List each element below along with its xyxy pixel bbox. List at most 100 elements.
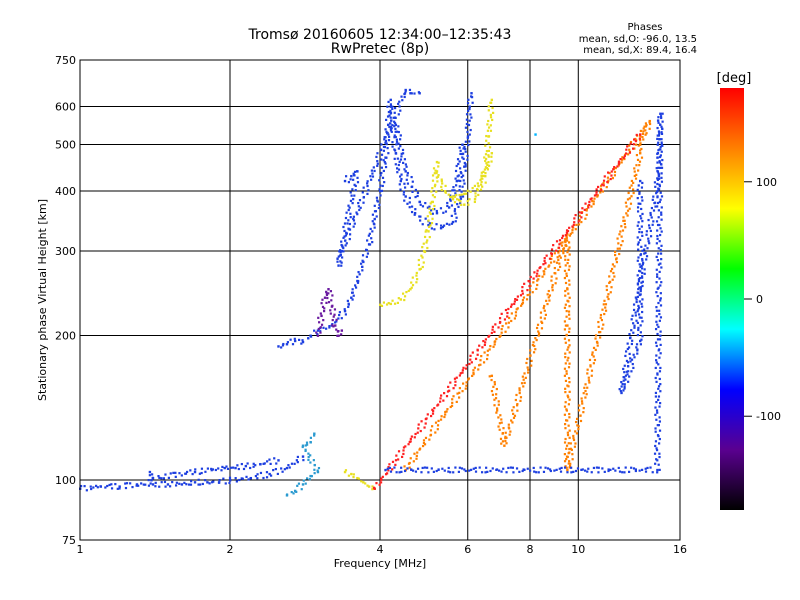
data-point xyxy=(473,200,476,204)
y-tick-label: 300 xyxy=(55,245,76,258)
data-point xyxy=(623,155,626,158)
data-point xyxy=(369,175,372,178)
data-point xyxy=(641,280,644,283)
data-point xyxy=(451,398,454,401)
data-point xyxy=(304,449,307,453)
data-point xyxy=(225,465,228,468)
data-point xyxy=(640,225,643,228)
data-point xyxy=(654,391,658,395)
data-point xyxy=(596,194,599,197)
data-point xyxy=(125,482,129,485)
data-point xyxy=(436,424,440,427)
data-point xyxy=(431,425,434,428)
data-point xyxy=(458,374,461,377)
data-point xyxy=(658,338,662,341)
data-point xyxy=(605,285,608,288)
data-point xyxy=(640,186,644,189)
data-point xyxy=(413,92,416,95)
data-point xyxy=(639,179,642,183)
data-point xyxy=(641,220,644,223)
data-point xyxy=(656,459,659,462)
data-point xyxy=(548,468,552,471)
data-point xyxy=(620,235,623,238)
data-point xyxy=(590,471,593,474)
data-point xyxy=(244,464,248,468)
data-point xyxy=(568,416,571,419)
data-point xyxy=(564,238,567,241)
data-point xyxy=(282,342,285,346)
data-point xyxy=(304,482,307,485)
data-point xyxy=(615,261,619,264)
data-point xyxy=(555,277,558,280)
data-point xyxy=(574,430,577,433)
data-point xyxy=(456,158,460,161)
data-point xyxy=(649,211,652,215)
data-point xyxy=(461,152,464,156)
data-point xyxy=(459,152,462,156)
data-point xyxy=(580,211,583,215)
data-point xyxy=(472,467,475,470)
data-point xyxy=(635,300,638,304)
data-point xyxy=(489,101,492,104)
data-point xyxy=(493,330,496,333)
data-point xyxy=(658,437,661,441)
data-point xyxy=(633,147,636,150)
data-point xyxy=(349,199,353,202)
data-point xyxy=(625,148,628,151)
data-point xyxy=(269,474,273,477)
data-point xyxy=(622,389,625,392)
data-point xyxy=(659,343,662,346)
data-point xyxy=(407,443,410,446)
data-point xyxy=(510,303,513,306)
data-point xyxy=(526,371,530,374)
data-point xyxy=(533,344,536,348)
data-point xyxy=(256,477,259,480)
data-point xyxy=(319,331,322,334)
data-point xyxy=(411,190,414,193)
data-point xyxy=(546,467,550,470)
data-point xyxy=(329,290,333,293)
data-point xyxy=(386,123,390,127)
data-point xyxy=(643,268,646,271)
data-point xyxy=(468,140,471,143)
data-point xyxy=(557,268,560,272)
data-point xyxy=(413,452,416,455)
data-point xyxy=(658,309,661,312)
data-point xyxy=(315,331,318,334)
data-point xyxy=(354,286,358,289)
data-point xyxy=(453,377,457,380)
data-point xyxy=(210,469,213,472)
data-point xyxy=(639,135,642,138)
data-point xyxy=(566,431,569,434)
data-point xyxy=(624,201,628,204)
data-point xyxy=(618,388,621,391)
data-point xyxy=(361,254,365,257)
data-point xyxy=(393,111,396,114)
data-point xyxy=(381,176,385,179)
data-point xyxy=(521,292,524,295)
data-point xyxy=(632,191,635,195)
data-point xyxy=(421,466,424,470)
data-point xyxy=(567,366,571,369)
data-point xyxy=(620,385,623,388)
data-point xyxy=(630,195,633,198)
data-point xyxy=(393,125,396,128)
data-point xyxy=(380,478,383,481)
data-point xyxy=(321,298,324,301)
data-point xyxy=(482,170,485,173)
data-point xyxy=(658,183,661,186)
data-point xyxy=(641,271,644,275)
data-point xyxy=(585,208,588,211)
data-point xyxy=(481,185,484,188)
data-point xyxy=(486,163,489,167)
data-point xyxy=(492,345,495,348)
data-point xyxy=(632,303,636,306)
data-point xyxy=(431,187,434,190)
data-point xyxy=(382,301,386,304)
data-point xyxy=(468,133,471,136)
data-point xyxy=(437,165,440,168)
data-point xyxy=(479,178,482,182)
data-point xyxy=(385,130,388,133)
data-point xyxy=(634,311,637,314)
data-point xyxy=(371,172,374,175)
